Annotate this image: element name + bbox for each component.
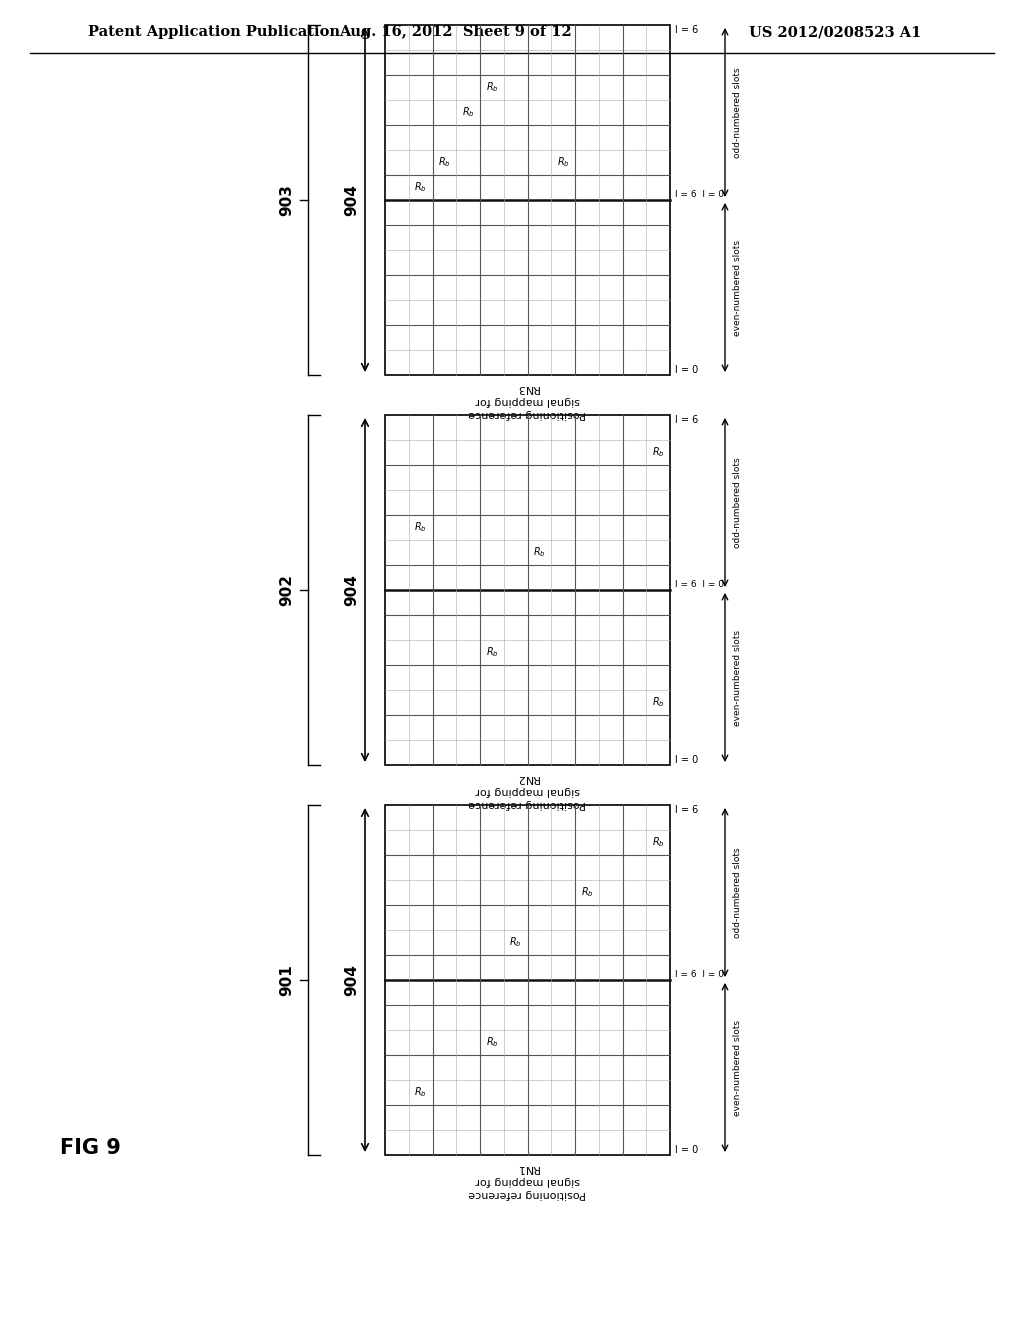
Text: $R_b$: $R_b$ (651, 836, 665, 849)
Text: Aug. 16, 2012  Sheet 9 of 12: Aug. 16, 2012 Sheet 9 of 12 (339, 25, 571, 40)
Text: l = 6: l = 6 (675, 414, 698, 425)
Text: Positioning reference: Positioning reference (469, 409, 587, 418)
Text: $R_b$: $R_b$ (557, 156, 569, 169)
Text: RN2: RN2 (516, 774, 539, 783)
Text: $R_b$: $R_b$ (485, 1036, 499, 1049)
Text: $R_b$: $R_b$ (485, 81, 499, 95)
Text: signal mapping for: signal mapping for (475, 1176, 580, 1185)
Text: 902: 902 (279, 574, 294, 606)
Text: Patent Application Publication: Patent Application Publication (88, 25, 340, 40)
Text: Positioning reference: Positioning reference (469, 1189, 587, 1199)
Text: odd-numbered slots: odd-numbered slots (733, 457, 742, 548)
Text: $R_b$: $R_b$ (415, 520, 427, 535)
Text: signal mapping for: signal mapping for (475, 785, 580, 796)
Text: 901: 901 (279, 964, 294, 995)
Text: l = 0: l = 0 (675, 366, 698, 375)
Text: US 2012/0208523 A1: US 2012/0208523 A1 (749, 25, 922, 40)
Text: l = 6  l = 0: l = 6 l = 0 (675, 970, 724, 979)
Text: signal mapping for: signal mapping for (475, 396, 580, 407)
Text: $R_b$: $R_b$ (485, 645, 499, 660)
Text: 904: 904 (344, 574, 359, 606)
Text: RN3: RN3 (516, 383, 539, 393)
Text: l = 6  l = 0: l = 6 l = 0 (675, 579, 724, 589)
Text: $R_b$: $R_b$ (534, 545, 546, 560)
Text: even-numbered slots: even-numbered slots (733, 630, 742, 726)
Text: l = 6  l = 0: l = 6 l = 0 (675, 190, 724, 199)
Text: 904: 904 (344, 964, 359, 995)
Text: odd-numbered slots: odd-numbered slots (733, 67, 742, 158)
Text: $R_b$: $R_b$ (438, 156, 451, 169)
Text: Positioning reference: Positioning reference (469, 799, 587, 809)
Text: RN1: RN1 (516, 1163, 539, 1173)
Text: even-numbered slots: even-numbered slots (733, 239, 742, 335)
Bar (385, 805, 670, 1155)
Text: $R_b$: $R_b$ (651, 696, 665, 709)
Bar (385, 414, 670, 766)
Text: l = 0: l = 0 (675, 1144, 698, 1155)
Text: l = 0: l = 0 (675, 755, 698, 766)
Text: FIG 9: FIG 9 (60, 1138, 121, 1158)
Text: $R_b$: $R_b$ (415, 181, 427, 194)
Text: odd-numbered slots: odd-numbered slots (733, 847, 742, 937)
Text: even-numbered slots: even-numbered slots (733, 1019, 742, 1115)
Text: $R_b$: $R_b$ (581, 886, 593, 899)
Text: 904: 904 (344, 183, 359, 216)
Text: $R_b$: $R_b$ (462, 106, 474, 119)
Text: $R_b$: $R_b$ (651, 446, 665, 459)
Text: l = 6: l = 6 (675, 25, 698, 36)
Text: 903: 903 (279, 183, 294, 216)
Text: $R_b$: $R_b$ (509, 936, 522, 949)
Text: $R_b$: $R_b$ (415, 1085, 427, 1100)
Bar (385, 25, 670, 375)
Text: l = 6: l = 6 (675, 805, 698, 814)
